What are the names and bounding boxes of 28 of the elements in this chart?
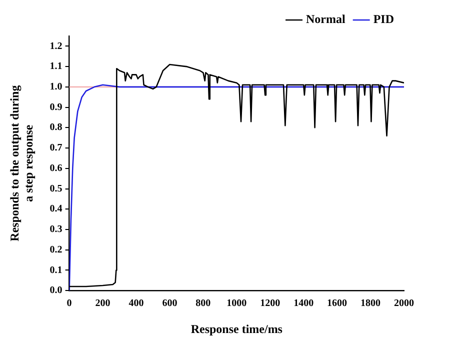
x-tick-label: 1200 (260, 298, 280, 310)
legend-label: PID (373, 12, 394, 26)
y-tick-label: 0.9 (50, 102, 62, 113)
x-tick-label: 0 (66, 298, 72, 310)
x-tick-label: 1400 (294, 298, 314, 310)
y-tick-label: 0.2 (50, 244, 62, 256)
y-tick-label: 0.8 (50, 122, 62, 134)
x-tick-label: 800 (196, 298, 211, 310)
x-tick-label: 200 (95, 298, 110, 310)
y-tick-label: 1.1 (50, 61, 62, 72)
x-tick-label: 1600 (327, 298, 348, 310)
x-tick-label: 600 (162, 298, 178, 310)
x-tick-label: 1000 (226, 298, 247, 310)
x-axis-title: Response time/ms (190, 322, 283, 336)
legend-label: Normal (306, 12, 346, 26)
x-tick-label: 1800 (360, 298, 381, 310)
y-tick-label: 1.0 (50, 82, 62, 92)
y-tick-label: 0.4 (50, 204, 62, 215)
y-tick-label: 0.7 (50, 142, 62, 154)
y-tick-label: 0.3 (50, 224, 62, 236)
x-tick-label: 2000 (394, 298, 414, 310)
y-tick-label: 1.2 (50, 40, 62, 52)
y-tick-label: 0.1 (50, 264, 62, 276)
y-axis-title: Responds to the output during a step response (7, 85, 36, 242)
y-tick-label: 0.6 (50, 162, 62, 174)
y-tick-label: 0.5 (50, 183, 62, 194)
y-tick-label: 0.0 (50, 285, 62, 296)
x-tick-label: 400 (128, 298, 144, 310)
